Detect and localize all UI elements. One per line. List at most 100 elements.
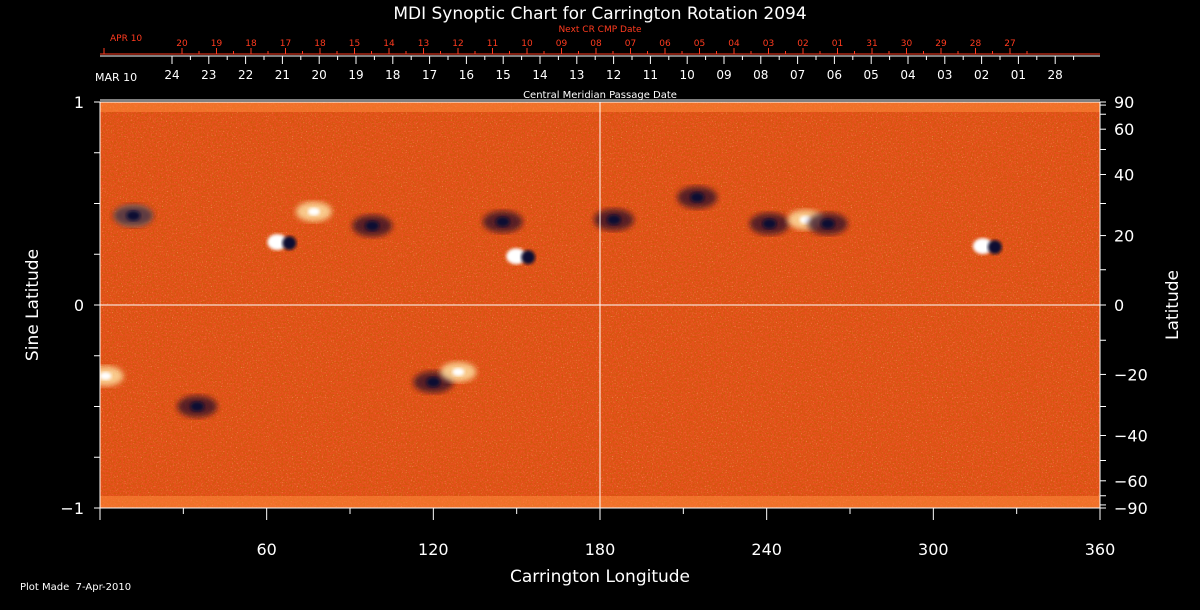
cmp-tick-label: 10	[680, 68, 695, 82]
next-cr-tick-label: 29	[935, 39, 947, 49]
y-left-tick-label: −1	[60, 499, 84, 518]
cmp-tick-label: 04	[900, 68, 915, 82]
next-cr-tick-label: 01	[832, 39, 843, 49]
active-region	[506, 248, 536, 265]
cmp-tick-label: 16	[459, 68, 474, 82]
next-cr-tick-label: 13	[418, 39, 429, 49]
next-cr-tick-label: 07	[625, 39, 636, 49]
active-region	[440, 361, 477, 382]
cmp-date-axis: MAR 10 Central Meridian Passage Date 24 2…	[95, 55, 1100, 101]
cmp-tick-label: 07	[790, 68, 805, 82]
plot-made-note: Plot Made 7-Apr-2010	[20, 582, 131, 593]
next-cr-tick-label: 06	[659, 39, 671, 49]
negative-flux-core	[365, 220, 380, 231]
y-axis-left: 1 0 −1	[60, 93, 100, 518]
negative-flux-core	[495, 216, 510, 227]
y-right-tick-label: 60	[1114, 120, 1134, 139]
positive-flux-core	[972, 238, 993, 255]
x-tick-label: 240	[751, 540, 782, 559]
cmp-tick-label: 23	[201, 68, 216, 82]
negative-flux-core	[426, 377, 441, 388]
cmp-tick-label: 09	[716, 68, 731, 82]
cmp-tick-label: 15	[496, 68, 511, 82]
cmp-tick-label: 11	[643, 68, 658, 82]
cmp-tick-label: 13	[569, 68, 584, 82]
y-axis-right: 90 60 40 20 0 −20 −40 −60 −90	[1100, 93, 1148, 518]
negative-flux-core	[606, 214, 621, 225]
y-right-tick-label: 20	[1114, 227, 1134, 246]
cmp-tick-label: 19	[348, 68, 363, 82]
next-cr-tick-label: 18	[245, 39, 257, 49]
next-cr-tick-label: 14	[383, 39, 395, 49]
y-right-tick-label: 40	[1114, 166, 1134, 185]
cmp-tick-label: 14	[532, 68, 547, 82]
x-tick-label: 360	[1085, 540, 1116, 559]
x-tick-label: 300	[918, 540, 949, 559]
y-right-tick-label: −40	[1114, 426, 1148, 445]
negative-flux-core	[762, 218, 777, 229]
positive-flux-core	[307, 207, 320, 216]
negative-flux-core	[690, 192, 705, 203]
active-region	[593, 208, 634, 231]
next-cr-start-label: APR 10	[110, 34, 142, 44]
next-cr-tick-label: 03	[763, 39, 774, 49]
active-region	[749, 212, 790, 235]
y-right-tick-label: −90	[1114, 499, 1148, 518]
cmp-axis-label: Central Meridian Passage Date	[523, 90, 677, 101]
cmp-tick-label: 03	[937, 68, 952, 82]
y-right-tick-label: 90	[1114, 93, 1134, 112]
x-axis-label: Carrington Longitude	[510, 567, 690, 587]
active-region	[295, 201, 332, 222]
next-cr-tick-label: 04	[728, 39, 740, 49]
x-tick-label: 120	[418, 540, 449, 559]
next-cr-tick-label: 05	[694, 39, 705, 49]
x-tick-label: 60	[256, 540, 276, 559]
next-cr-tick-label: 31	[866, 39, 877, 49]
y-right-tick-label: −60	[1114, 472, 1148, 491]
next-cr-tick-label: 18	[314, 39, 326, 49]
cmp-tick-label: 06	[827, 68, 842, 82]
cmp-tick-label: 05	[864, 68, 879, 82]
cmp-tick-label: 24	[164, 68, 179, 82]
cmp-tick-label: 01	[1011, 68, 1026, 82]
next-cr-axis-label: Next CR CMP Date	[558, 25, 642, 35]
cmp-tick-label: 18	[385, 68, 400, 82]
cmp-tick-label: 20	[312, 68, 327, 82]
next-cr-tick-label: 30	[901, 39, 913, 49]
y-left-tick-label: 1	[74, 93, 84, 112]
next-cr-tick-label: 11	[487, 39, 498, 49]
next-cr-tick-label: 28	[970, 39, 982, 49]
active-region	[807, 212, 848, 235]
next-cr-tick-label: 08	[590, 39, 602, 49]
active-region	[352, 214, 393, 237]
cmp-start-label: MAR 10	[95, 71, 137, 84]
negative-flux-core	[987, 240, 1002, 255]
active-region	[267, 234, 297, 251]
next-cr-tick-label: 12	[452, 39, 463, 49]
cmp-tick-label: 21	[275, 68, 290, 82]
next-cr-tick-label: 27	[1004, 39, 1015, 49]
x-axis: 60 120 180 240 300 360	[99, 508, 1116, 559]
cmp-tick-label: 12	[606, 68, 621, 82]
active-region	[113, 204, 154, 227]
chart-title: MDI Synoptic Chart for Carrington Rotati…	[393, 4, 806, 24]
next-cr-tick-label: 15	[349, 39, 360, 49]
active-region	[972, 238, 1002, 255]
cmp-tick-label: 17	[422, 68, 437, 82]
active-region	[177, 395, 218, 418]
positive-flux-core	[267, 234, 288, 251]
cmp-tick-label: 28	[1048, 68, 1063, 82]
y-axis-right-label: Latitude	[1163, 270, 1183, 340]
active-region	[482, 210, 523, 233]
next-cr-tick-label: 02	[797, 39, 808, 49]
cmp-tick-label: 02	[974, 68, 989, 82]
active-region	[100, 366, 124, 387]
next-cr-tick-label: 09	[556, 39, 568, 49]
x-tick-label: 180	[585, 540, 616, 559]
y-right-tick-label: −20	[1114, 365, 1148, 384]
next-cr-tick-label: 10	[521, 39, 533, 49]
next-cr-tick-label: 19	[211, 39, 223, 49]
cmp-tick-label: 22	[238, 68, 253, 82]
negative-flux-core	[190, 401, 205, 412]
